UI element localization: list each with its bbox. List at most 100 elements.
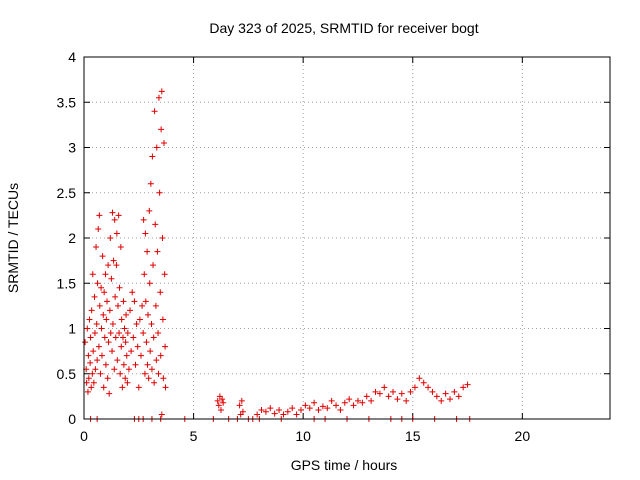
data-point (89, 271, 96, 278)
data-point (90, 348, 97, 355)
y-tick-label: 0.5 (57, 366, 77, 382)
data-point (359, 399, 366, 406)
data-point (98, 284, 105, 291)
x-axis-ticks: 0 5 10 15 20 (80, 57, 530, 444)
data-point (160, 139, 167, 146)
data-point (87, 359, 94, 366)
data-point (451, 388, 458, 395)
data-point (143, 339, 150, 346)
data-point (106, 307, 113, 314)
data-point (420, 379, 427, 386)
y-axis-ticks: 0 0.5 1 1.5 2 2.5 3 3.5 4 (57, 49, 610, 427)
data-point (125, 366, 132, 373)
data-point (398, 390, 405, 397)
data-point (217, 406, 224, 413)
data-point (118, 316, 125, 323)
y-tick-label: 1.5 (57, 275, 77, 291)
data-point (102, 271, 109, 278)
data-point (128, 348, 135, 355)
data-point (354, 397, 361, 404)
data-point (123, 311, 130, 318)
data-point (88, 384, 95, 391)
data-point (238, 397, 245, 404)
data-point (100, 311, 107, 318)
data-point (158, 411, 165, 418)
data-point (154, 248, 161, 255)
data-point (306, 405, 313, 412)
data-point (131, 298, 138, 305)
data-point (158, 126, 165, 133)
data-point (153, 357, 160, 364)
data-point (114, 357, 121, 364)
data-point (122, 375, 129, 382)
data-point (98, 352, 105, 359)
data-point (153, 144, 160, 151)
data-point (105, 262, 112, 269)
data-point (85, 352, 92, 359)
data-point (146, 207, 153, 214)
data-point (133, 320, 140, 327)
x-tick-label: 10 (295, 428, 311, 444)
data-point (136, 316, 143, 323)
data-point (83, 379, 90, 386)
data-point (110, 257, 117, 264)
data-point (96, 212, 103, 219)
data-point (376, 390, 383, 397)
data-point (293, 411, 300, 418)
data-point (159, 316, 166, 323)
data-point (297, 406, 304, 413)
data-point (137, 352, 144, 359)
data-point (254, 411, 261, 418)
y-tick-label: 0 (68, 411, 76, 427)
data-point (123, 352, 130, 359)
data-point (148, 366, 155, 373)
data-point (346, 396, 353, 403)
data-point (124, 379, 131, 386)
data-point (460, 384, 467, 391)
data-point (159, 235, 166, 241)
data-point (140, 330, 147, 337)
data-point (390, 388, 397, 395)
data-point (350, 402, 357, 409)
data-point (101, 334, 108, 341)
data-point (258, 406, 265, 413)
data-point (220, 399, 227, 406)
data-point (94, 357, 101, 364)
data-point (109, 320, 116, 327)
data-point (107, 235, 114, 241)
data-point (152, 221, 159, 228)
y-tick-label: 4 (68, 49, 76, 65)
data-point (91, 293, 98, 300)
data-point (324, 405, 331, 412)
data-point (151, 108, 158, 115)
data-point (96, 302, 103, 309)
data-point (120, 298, 127, 305)
data-point (103, 316, 110, 323)
data-point (447, 396, 454, 403)
data-point (464, 381, 471, 388)
data-point (97, 370, 104, 377)
data-point (429, 388, 436, 395)
data-point (411, 384, 418, 391)
data-point (120, 334, 127, 341)
data-point (116, 330, 123, 337)
data-point (84, 388, 91, 395)
data-point (149, 153, 156, 160)
data-point (130, 334, 137, 341)
data-point (239, 408, 246, 415)
data-point (108, 275, 115, 282)
data-point (284, 408, 291, 415)
data-point (132, 361, 139, 368)
data-point (121, 325, 128, 332)
data-point (333, 402, 340, 409)
data-point (100, 384, 107, 391)
x-tick-label: 0 (80, 428, 88, 444)
data-point (236, 402, 243, 409)
data-point (315, 406, 322, 413)
data-point (141, 370, 148, 377)
data-point (157, 352, 164, 359)
data-point (394, 396, 401, 403)
data-point (155, 330, 162, 337)
data-point (158, 88, 165, 95)
data-point (161, 271, 168, 278)
